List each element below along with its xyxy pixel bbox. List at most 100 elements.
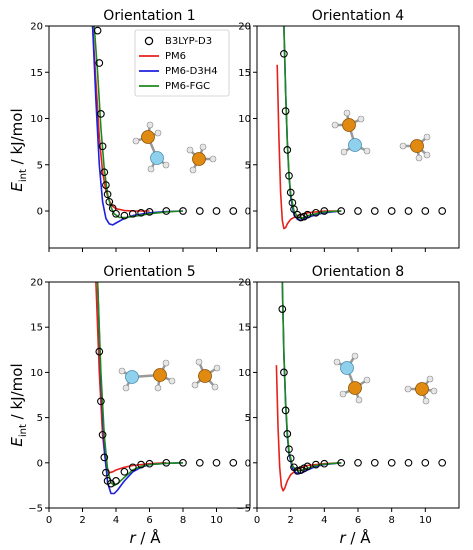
legend-marker-b3lyp (144, 36, 154, 46)
panel-orientation-5-xtick-label-2: 2 (79, 515, 85, 526)
panel-orientation-1-plot-area (91, 26, 238, 226)
panel-orientation-8-ytick-label-10: 10 (238, 368, 251, 379)
panel-orientation-5-b3lyp-point-7 (112, 477, 120, 485)
panel-orientation-1-series-d3h4 (91, 26, 184, 226)
panel-orientation-5-b3lyp-point-1 (97, 397, 105, 406)
molecule-5a (118, 359, 176, 392)
panel-orientation-4-ytick-label-15: 15 (238, 68, 251, 79)
molecule-inset-orientation-4 (331, 109, 431, 162)
ylabel-top-sub: int (18, 169, 29, 182)
panel-orientation-1-b3lyp-point-9 (112, 209, 120, 218)
panel-orientation-8-b3lyp-point-4 (285, 445, 293, 454)
panel-orientation-5-ytick-label-10: 10 (30, 368, 43, 379)
legend-label-d3h4: PM6-D3H4 (165, 66, 218, 77)
panel-orientation-5-b3lyp-point-4 (102, 468, 110, 477)
panel-orientation-1-b3lyp-point-1 (95, 59, 104, 67)
panel-orientation-1-ytick-label-5: 5 (37, 160, 43, 171)
panel-orientation-1-b3lyp-point-3 (98, 142, 107, 151)
molecule-4b (399, 133, 431, 162)
panel-orientation-4-b3lyp-point-16 (387, 207, 396, 215)
panel-orientation-1-b3lyp-point-16 (195, 207, 204, 215)
panel-orientation-5-b3lyp-point-8 (120, 467, 129, 476)
panel-orientation-4-b3lyp-point-2 (283, 146, 292, 154)
panel-orientation-5-b3lyp-point-9 (128, 463, 137, 472)
panel-orientation-5-b3lyp-point-2 (98, 430, 107, 439)
panel-orientation-8-ytick-label-5: 5 (245, 413, 251, 424)
ylabel-bottom-sub: int (18, 424, 29, 437)
xlabel-left: r / Å (129, 528, 161, 547)
panel-orientation-1-ytick-label-10: 10 (30, 114, 43, 125)
panel-orientation-5-b3lyp-point-3 (100, 453, 109, 462)
panel-orientation-5-xtick-label-0: 0 (46, 515, 52, 526)
molecule-inset-orientation-5 (118, 358, 221, 392)
panel-orientation-1-b3lyp-point-0 (93, 26, 102, 35)
molecule-8a (333, 352, 371, 404)
panel-orientation-1-b3lyp-point-8 (108, 204, 117, 213)
panel-orientation-8-xtick-label-0: 0 (254, 515, 260, 526)
legend-label-fgc: PM6-FGC (165, 81, 210, 92)
panel-orientation-8-b3lyp-point-1 (280, 368, 288, 377)
panel-orientation-1-b3lyp-point-10 (120, 211, 129, 220)
panel-orientation-8-ytick-label-0: 0 (245, 458, 251, 469)
panel-orientation-5-ytick-label--5: −5 (28, 504, 43, 515)
panel-orientation-4-b3lyp-point-0 (280, 49, 288, 58)
molecule-5b (191, 358, 221, 391)
xlabel-left-unit: / Å (136, 528, 162, 547)
panel-orientation-4-b3lyp-point-11 (312, 208, 320, 217)
panel-orientation-5-b3lyp-point-15 (212, 458, 221, 467)
panel-orientation-5-xtick-label-6: 6 (146, 515, 152, 526)
ylabel-bottom-unit: / kJ/mol (8, 363, 26, 424)
panel-orientation-8-b3lyp-point-16 (387, 458, 396, 467)
panel-orientation-1-b3lyp-point-4 (100, 168, 109, 177)
panel-orientation-5-ytick-label-5: 5 (37, 413, 43, 424)
panel-orientation-4-b3lyp-point-6 (290, 205, 298, 214)
panel-orientation-5-xtick-label-10: 10 (210, 515, 223, 526)
molecule-1b (186, 143, 217, 174)
panel-orientation-1-b3lyp-point-2 (97, 110, 105, 118)
panel-orientation-1-b3lyp-point-13 (145, 208, 154, 216)
molecule-inset-orientation-1 (132, 121, 217, 174)
xlabel-right: r / Å (339, 528, 371, 547)
panel-orientation-5-b3lyp-point-11 (145, 459, 154, 468)
panel-orientation-8-xtick-label-8: 8 (388, 515, 394, 526)
panel-orientation-5-b3lyp-point-13 (179, 458, 187, 467)
panel-orientation-8-b3lyp-point-14 (354, 458, 362, 467)
panel-orientation-8-b3lyp-point-13 (337, 458, 346, 467)
panel-orientation-1: Orientation 1 0 5 10 15 20 (30, 8, 251, 252)
panel-orientation-8-b3lyp-point-5 (286, 454, 295, 463)
ylabel-bottom: Eint / kJ/mol (8, 363, 29, 446)
panel-orientation-5-title: Orientation 5 (103, 264, 195, 280)
panel-orientation-8-b3lyp-point-19 (438, 458, 447, 467)
panel-orientation-5-series-pm6 (95, 282, 167, 474)
panel-orientation-4: Orientation 4 0 5 10 15 20 (238, 8, 460, 252)
panel-orientation-8-b3lyp-point-17 (404, 458, 413, 467)
panel-orientation-8-xtick-label-6: 6 (355, 515, 361, 526)
panel-orientation-8-series-fgc (281, 282, 342, 472)
panel-orientation-5-b3lyp-point-0 (95, 347, 104, 356)
ylabel-bottom-main: E (8, 437, 26, 447)
panel-orientation-4-b3lyp-point-15 (370, 207, 379, 215)
panel-orientation-5-b3lyp-point-10 (137, 460, 145, 469)
panel-orientation-4-title: Orientation 4 (312, 8, 404, 24)
legend: B3LYP-D3 PM6 PM6-D3H4 PM6-FGC (134, 29, 230, 97)
xlabel-right-unit: / Å (346, 528, 372, 547)
xlabel-left-main: r (129, 529, 136, 547)
panel-orientation-5-xtick-label-8: 8 (180, 515, 186, 526)
ylabel-top-unit: / kJ/mol (8, 108, 26, 169)
panel-orientation-8-b3lyp-point-18 (421, 458, 430, 467)
panel-orientation-1-b3lyp-point-18 (229, 207, 238, 215)
panel-orientation-8-series-d3h4 (281, 282, 342, 475)
panel-orientation-1-b3lyp-point-17 (212, 207, 221, 215)
legend-label-b3lyp: B3LYP-D3 (165, 36, 212, 47)
panel-orientation-8-b3lyp-point-2 (281, 406, 290, 415)
panel-orientation-4-b3lyp-point-18 (421, 207, 430, 215)
panel-orientation-5-b3lyp-point-16 (229, 458, 238, 467)
panel-orientation-5-b3lyp-point-14 (195, 458, 204, 467)
panel-orientation-4-ytick-label-20: 20 (238, 22, 251, 33)
panel-orientation-8-xtick-label-10: 10 (419, 515, 432, 526)
panel-orientation-5-ytick-label-0: 0 (37, 458, 43, 469)
panel-orientation-4-b3lyp-point-3 (285, 171, 293, 180)
